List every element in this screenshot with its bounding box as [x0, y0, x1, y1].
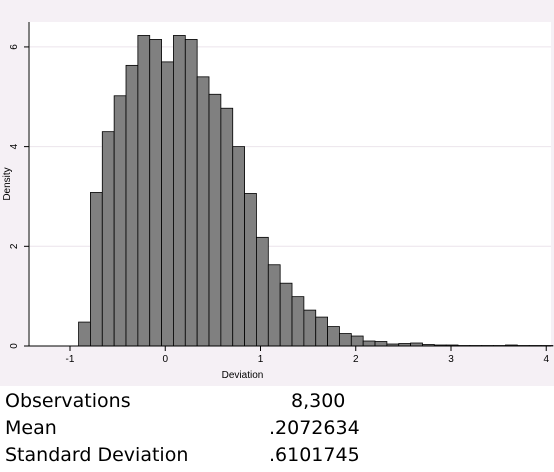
stat-value: .2072634 [269, 417, 360, 439]
x-tick-label: -1 [66, 354, 75, 365]
histogram-bar [267, 264, 281, 347]
stat-label: Mean [5, 417, 57, 439]
summary-statistics: Observations 8,300 Mean .2072634 Standar… [5, 388, 445, 469]
x-tick-label: 0 [162, 354, 168, 365]
y-axis-label: Density [2, 167, 13, 200]
histogram-svg: 0 2 4 6 -1 0 1 2 3 4 Deviation Density [0, 0, 554, 386]
histogram-bar [291, 296, 305, 347]
histogram-bar [137, 35, 151, 347]
histogram-bar [196, 76, 210, 347]
histogram-bar [78, 321, 91, 347]
y-tick-label: 4 [9, 143, 20, 149]
histogram-bar [303, 309, 317, 347]
axes: 0 2 4 6 -1 0 1 2 3 4 [9, 22, 551, 365]
histogram-bar [101, 131, 115, 347]
histogram-bar [113, 95, 127, 347]
histogram-bar [232, 146, 245, 347]
histogram-bar [125, 64, 139, 347]
y-tick-label: 6 [9, 44, 20, 50]
x-tick-label: 4 [543, 354, 549, 365]
histogram-bar [173, 35, 186, 347]
stat-value: 8,300 [291, 390, 346, 412]
x-tick-label: 3 [448, 354, 454, 365]
histogram-bars [78, 35, 554, 347]
histogram-bar [256, 236, 269, 347]
histogram-bar [374, 341, 388, 347]
y-tick-label: 2 [9, 243, 20, 249]
x-axis-label: Deviation [222, 370, 264, 381]
x-tick-label: 2 [353, 354, 359, 365]
histogram-bar [339, 333, 352, 347]
x-tick-label: 1 [258, 354, 264, 365]
stat-label: Standard Deviation [5, 444, 189, 466]
stat-row-std-dev: Standard Deviation .6101745 [5, 442, 445, 469]
stat-value: .6101745 [269, 444, 360, 466]
stat-row-mean: Mean .2072634 [5, 415, 445, 442]
histogram-bar [327, 326, 340, 347]
stat-row-observations: Observations 8,300 [5, 388, 445, 415]
stat-label: Observations [5, 390, 131, 412]
histogram-bar [90, 192, 103, 347]
histogram-bar [220, 107, 234, 347]
histogram-bar [244, 193, 257, 347]
histogram-bar [149, 39, 162, 347]
histogram-bar [362, 340, 376, 347]
histogram-bar [350, 335, 364, 347]
histogram-chart: 0 2 4 6 -1 0 1 2 3 4 Deviation Density [0, 0, 554, 386]
histogram-bar [208, 93, 222, 347]
histogram-bar [279, 282, 293, 347]
histogram-bar [161, 61, 174, 347]
histogram-bar [315, 316, 328, 347]
histogram-bar [184, 39, 198, 347]
y-tick-label: 0 [9, 343, 20, 349]
